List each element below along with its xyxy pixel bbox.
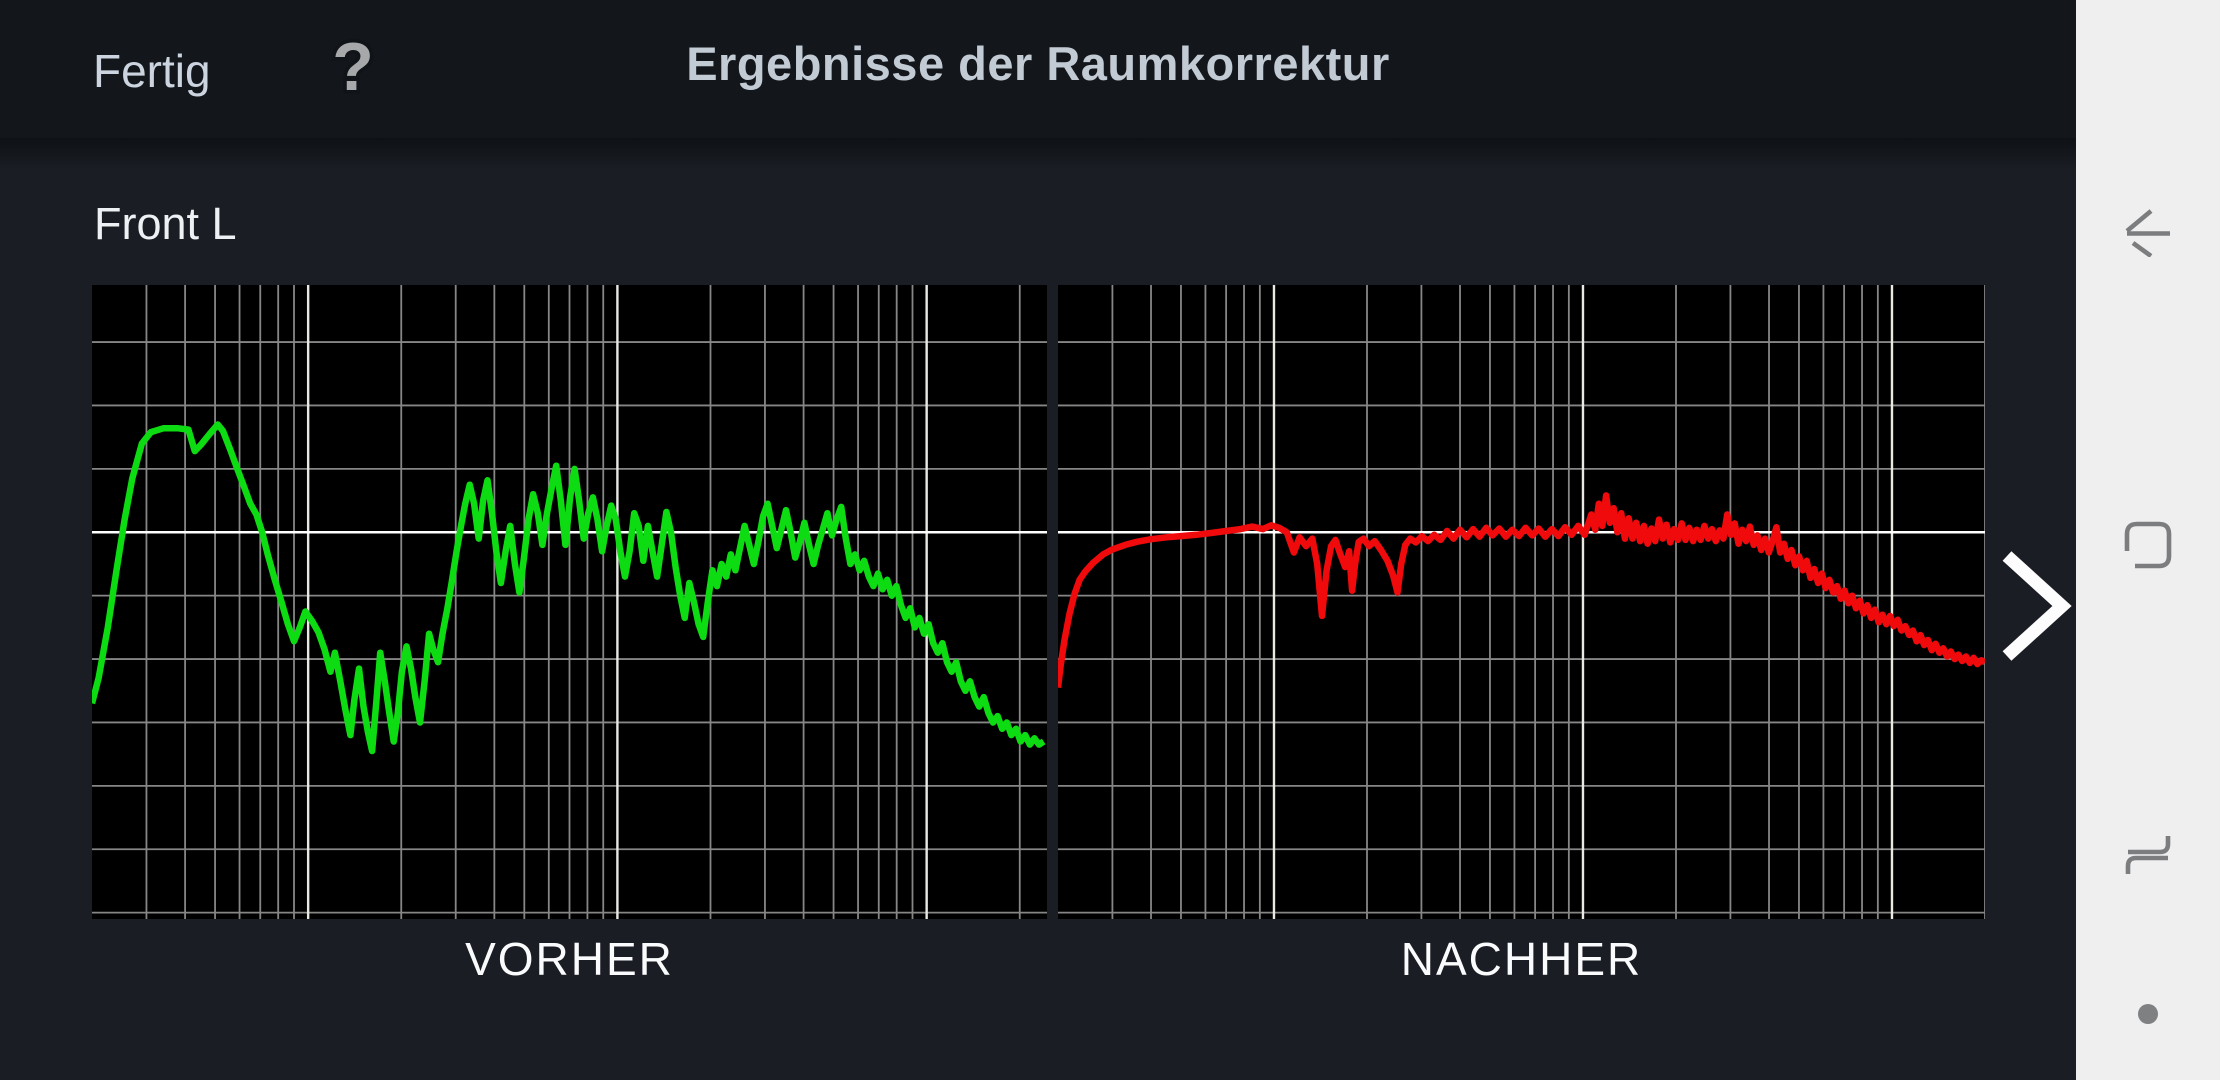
before-label: VORHER [465,933,674,985]
page-title: Ergebnisse der Raumkorrektur [686,37,1390,90]
navbar-pin-dot[interactable] [2138,1004,2158,1024]
chart-panel-after [1054,285,1987,919]
done-button[interactable]: Fertig [93,45,211,97]
question-mark-icon: ? [332,29,374,105]
recents-button[interactable] [2124,831,2172,879]
chart-panel-before [88,285,1047,919]
frequency-response-chart-after [1054,285,1987,919]
back-button[interactable] [2124,209,2172,257]
recents-icon [2125,836,2171,874]
help-button[interactable]: ? [320,26,386,110]
chevron-right-icon [2002,551,2072,661]
channel-label: Front L [94,198,237,249]
top-bar-divider [0,138,2076,170]
frequency-response-chart-before [88,285,1047,919]
after-label: NACHHER [1400,933,1643,985]
back-arrow-icon [2125,209,2170,257]
top-bar [0,0,2076,138]
next-page-button[interactable] [1996,543,2074,669]
android-navigation-bar [2076,0,2220,1080]
home-icon [2124,521,2172,569]
home-button[interactable] [2124,521,2172,569]
